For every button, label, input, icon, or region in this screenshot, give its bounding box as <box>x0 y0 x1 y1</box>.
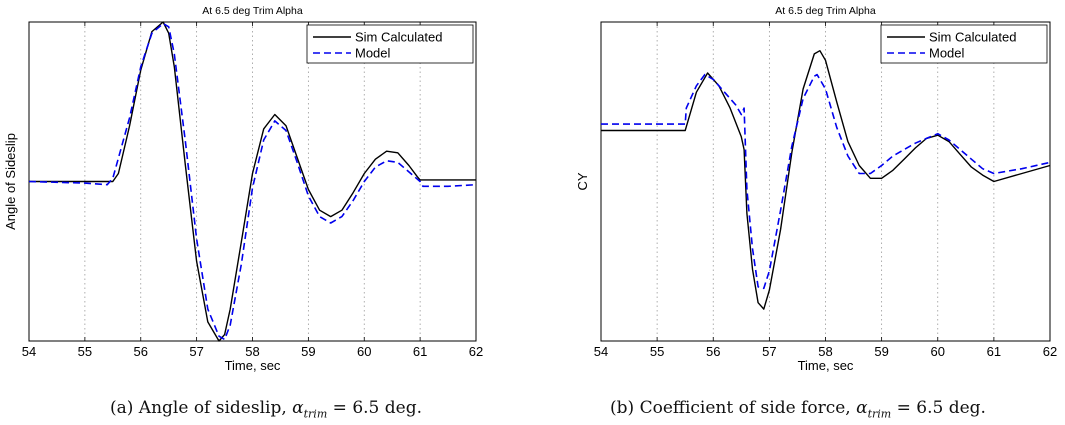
legend-label-model: Model <box>929 46 965 61</box>
x-tick-label-56: 56 <box>706 344 720 359</box>
x-tick-label-58: 58 <box>245 344 259 359</box>
series-line-b-sim <box>601 50 1051 310</box>
chart-title-b: At 6.5 deg Trim Alpha <box>775 5 876 17</box>
legend-label-sim: Sim Calculated <box>929 30 1016 45</box>
figure-panel-b: At 6.5 deg Trim Alpha 54 55 56 57 58 59 60 61 62 T… <box>532 0 1064 425</box>
x-tick-label-61: 61 <box>413 344 427 359</box>
x-tick-label-55: 55 <box>650 344 664 359</box>
x-tick-label-61: 61 <box>987 344 1001 359</box>
x-axis-label-b: Time, sec <box>798 358 854 373</box>
legend-box-a <box>306 24 474 64</box>
x-tick-label-59: 59 <box>874 344 888 359</box>
x-tick-label-57: 57 <box>762 344 776 359</box>
x-tick-label-54: 54 <box>594 344 608 359</box>
sideslip-chart: At 6.5 deg Trim Alpha 54 55 56 57 58 59 60 61 62 T… <box>3 5 483 373</box>
x-tick-label-62: 62 <box>469 344 483 359</box>
legend-box-b <box>880 24 1048 64</box>
x-tick-label-56: 56 <box>134 344 148 359</box>
y-axis-label-a: Angle of Sideslip <box>3 133 18 230</box>
legend-label-model: Model <box>355 46 391 61</box>
x-tick-label-58: 58 <box>818 344 832 359</box>
chart-title-a: At 6.5 deg Trim Alpha <box>202 5 303 17</box>
y-axis-label-b: CY <box>575 172 590 190</box>
x-tick-label-54: 54 <box>22 344 36 359</box>
caption-b: (b) Coefficient of side force, αtrim = 6… <box>610 398 986 421</box>
series-line-b-model <box>601 73 1051 290</box>
x-tick-label-60: 60 <box>931 344 945 359</box>
figure-panel-a: At 6.5 deg Trim Alpha 54 55 56 57 58 59 60 61 62 T… <box>0 0 532 425</box>
legend-label-sim: Sim Calculated <box>355 30 442 45</box>
x-tick-label-59: 59 <box>301 344 315 359</box>
x-tick-label-62: 62 <box>1043 344 1057 359</box>
x-tick-label-55: 55 <box>78 344 92 359</box>
side-force-chart: At 6.5 deg Trim Alpha 54 55 56 57 58 59 60 61 62 T… <box>575 5 1057 373</box>
series-line-a-model <box>28 22 477 341</box>
axes-box-b <box>600 21 1051 342</box>
x-tick-label-60: 60 <box>357 344 371 359</box>
x-tick-label-57: 57 <box>189 344 203 359</box>
x-axis-label-a: Time, sec <box>225 358 281 373</box>
caption-a: (a) Angle of sideslip, αtrim = 6.5 deg. <box>110 398 422 421</box>
